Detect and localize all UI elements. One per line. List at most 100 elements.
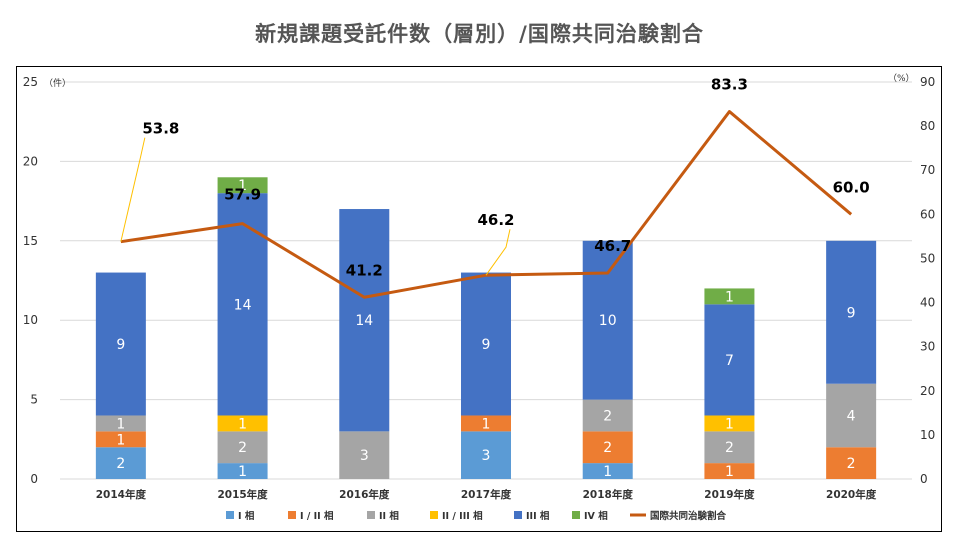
bar-segment: [461, 272, 511, 416]
legend-label: II / III 相: [442, 510, 483, 522]
x-category-label: 2019年度: [704, 488, 755, 501]
bar-segment-value-label: 1: [238, 464, 247, 480]
label-leader-line: [485, 229, 511, 276]
bar-segment: [339, 431, 390, 479]
y-right-tick-label: 50: [920, 251, 935, 265]
rate-value-label: 41.2: [346, 261, 383, 279]
bar-segment-value-label: 14: [355, 313, 373, 329]
bar-segment: [582, 399, 633, 432]
x-category-label: 2020年度: [826, 488, 877, 501]
bar-segment: [826, 447, 877, 479]
bar-segment: [461, 431, 511, 479]
bar-segment: [704, 463, 755, 479]
bar-segment-value-label: 2: [847, 456, 856, 472]
bar-segment-value-label: 1: [238, 416, 247, 432]
y-left-tick-label: 15: [23, 234, 38, 248]
legend-label: II 相: [379, 510, 399, 522]
y-left-tick-label: 25: [23, 75, 38, 89]
label-leader-line: [120, 137, 146, 242]
bar-segment: [217, 463, 268, 479]
bar-segment-value-label: 14: [234, 297, 252, 313]
bar-segment-value-label: 9: [116, 337, 125, 353]
bar-segment-value-label: 1: [482, 416, 491, 432]
bar-segment-value-label: 10: [599, 313, 617, 329]
legend-swatch: [514, 511, 522, 519]
x-category-label: 2016年度: [339, 488, 390, 501]
bar-segment: [826, 240, 877, 384]
y-left-tick-label: 5: [30, 393, 38, 407]
y-right-tick-label: 30: [920, 340, 935, 354]
bar-segment: [339, 209, 390, 432]
bar-segment: [95, 447, 146, 479]
y-right-tick-label: 10: [920, 428, 935, 442]
bar-segment-value-label: 1: [725, 289, 734, 305]
legend-label: I 相: [238, 510, 254, 522]
rate-value-label: 53.8: [142, 120, 179, 138]
y-right-tick-label: 80: [920, 119, 935, 133]
x-category-label: 2018年度: [583, 488, 634, 501]
bar-segment: [704, 304, 755, 416]
bar-segment: [95, 415, 146, 432]
y-right-tick-label: 60: [920, 207, 935, 221]
y-right-tick-label: 70: [920, 163, 935, 177]
legend-label: I / II 相: [300, 510, 334, 522]
rate-value-label: 46.2: [477, 211, 514, 229]
bar-segment: [582, 240, 633, 400]
bar-segment-value-label: 9: [847, 305, 856, 321]
y-left-tick-label: 0: [30, 472, 38, 486]
bar-segment: [95, 431, 146, 448]
bar-segment: [217, 177, 268, 194]
bar-segment-value-label: 2: [238, 440, 247, 456]
bar-segment-value-label: 7: [725, 353, 734, 369]
legend-label: III 相: [526, 510, 549, 522]
rate-value-label: 83.3: [711, 76, 748, 94]
bar-segment-value-label: 9: [482, 337, 491, 353]
bar-segment: [461, 415, 511, 432]
y-left-tick-label: 10: [23, 313, 38, 327]
chart-title: 新規課題受託件数（層別）/国際共同治験割合: [255, 22, 704, 46]
bar-segment-value-label: 3: [482, 448, 491, 464]
legend-swatch: [288, 511, 296, 519]
bar-segment-value-label: 3: [360, 448, 369, 464]
y-right-tick-label: 20: [920, 384, 935, 398]
x-category-label: 2015年度: [217, 488, 268, 501]
legend-swatch: [430, 511, 438, 519]
bar-segment: [704, 288, 755, 305]
bar-segment: [582, 463, 633, 479]
legend-label: IV 相: [584, 510, 608, 522]
bar-segment: [217, 431, 268, 464]
bar-segment-value-label: 1: [725, 416, 734, 432]
bar-segment-value-label: 2: [603, 408, 612, 424]
bar-segment: [704, 415, 755, 432]
rate-value-label: 57.9: [224, 186, 261, 204]
bar-segment: [95, 272, 146, 416]
bar-segment-value-label: 1: [238, 178, 247, 194]
rate-value-label: 60.0: [833, 178, 870, 196]
bar-segment: [217, 193, 268, 416]
bar-segment-value-label: 2: [725, 440, 734, 456]
x-category-label: 2014年度: [96, 488, 147, 501]
bar-segment-value-label: 1: [725, 464, 734, 480]
chart-frame: [16, 66, 942, 532]
y-right-unit-label: （%）: [888, 73, 915, 84]
bar-segment: [704, 431, 755, 464]
x-category-label: 2017年度: [461, 488, 512, 501]
bar-segment-value-label: 1: [116, 432, 125, 448]
bar-segment-value-label: 4: [847, 408, 856, 424]
y-right-tick-label: 0: [920, 472, 928, 486]
y-left-unit-label: （件）: [44, 77, 71, 89]
legend-swatch: [572, 511, 580, 519]
legend-swatch: [226, 511, 234, 519]
y-right-tick-label: 90: [920, 75, 935, 89]
rate-value-label: 46.7: [594, 237, 631, 255]
legend-swatch: [367, 511, 375, 519]
bar-segment: [217, 415, 268, 432]
y-left-tick-label: 20: [23, 154, 38, 168]
legend-label: 国際共同治験割合: [650, 510, 727, 522]
bar-segment-value-label: 1: [116, 416, 125, 432]
y-right-tick-label: 40: [920, 296, 935, 310]
bar-segment: [582, 431, 633, 464]
bar-segment-value-label: 2: [603, 440, 612, 456]
bar-segment: [826, 383, 877, 448]
